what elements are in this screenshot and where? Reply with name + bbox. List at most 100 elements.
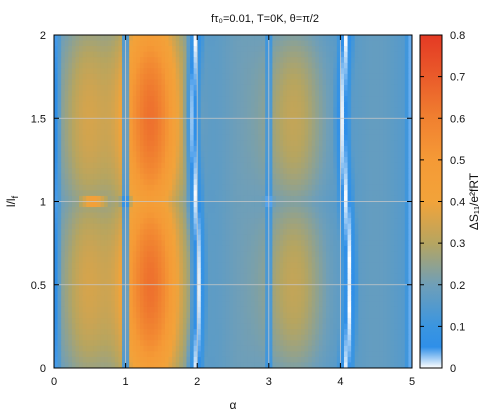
heatmap-cell <box>93 229 98 236</box>
heatmap-cell <box>150 112 155 119</box>
heatmap-cell <box>383 184 388 191</box>
heatmap-cell <box>383 251 388 258</box>
heatmap-cell <box>272 40 277 47</box>
heatmap-cell <box>386 101 392 108</box>
heatmap-cell <box>340 146 345 153</box>
heatmap-cell <box>200 129 205 136</box>
heatmap-cell <box>336 101 341 108</box>
heatmap-cell <box>351 123 356 130</box>
heatmap-cell <box>308 151 313 158</box>
heatmap-cell <box>122 140 127 147</box>
heatmap-cell <box>233 62 238 69</box>
heatmap-cell <box>315 218 320 225</box>
heatmap-cell <box>107 40 112 47</box>
heatmap-cell <box>197 179 202 186</box>
heatmap-cell <box>211 168 216 175</box>
heatmap-cell <box>150 284 155 291</box>
heatmap-cell <box>247 218 252 225</box>
heatmap-cell <box>315 212 320 219</box>
heatmap-cell <box>283 273 288 280</box>
heatmap-cell <box>68 212 73 219</box>
heatmap-cell <box>143 290 148 297</box>
heatmap-cell <box>139 157 145 164</box>
heatmap-cell <box>322 123 327 130</box>
heatmap-cell <box>322 51 327 58</box>
heatmap-cell <box>365 184 370 191</box>
heatmap-cell <box>215 284 220 291</box>
heatmap-cell <box>369 301 374 308</box>
heatmap-cell <box>322 101 327 108</box>
heatmap-cell <box>179 129 184 136</box>
heatmap-cell <box>75 84 80 92</box>
heatmap-cell <box>222 140 227 147</box>
heatmap-cell <box>71 257 77 264</box>
heatmap-cell <box>390 146 395 153</box>
heatmap-cell <box>139 79 145 86</box>
heatmap-cell <box>104 234 109 241</box>
heatmap-cell <box>283 257 288 264</box>
heatmap-cell <box>390 284 395 291</box>
heatmap-cell <box>161 129 166 136</box>
heatmap-cell <box>333 306 338 314</box>
heatmap-cell <box>283 207 288 214</box>
heatmap-cell <box>107 173 112 180</box>
heatmap-cell <box>122 57 127 64</box>
heatmap-cell <box>365 134 370 142</box>
heatmap-cell <box>93 201 98 208</box>
heatmap-cell <box>157 157 162 164</box>
heatmap-cell <box>250 184 256 191</box>
heatmap-cell <box>386 301 392 308</box>
heatmap-cell <box>401 157 406 164</box>
heatmap-cell <box>386 284 392 291</box>
heatmap-cell <box>365 306 370 314</box>
heatmap-cell <box>254 79 259 86</box>
heatmap-cell <box>408 173 412 180</box>
heatmap-cell <box>86 279 91 286</box>
heatmap-cell <box>333 201 338 208</box>
heatmap-cell <box>107 90 112 97</box>
heatmap-cell <box>211 284 216 291</box>
heatmap-cell <box>275 168 281 175</box>
heatmap-cell <box>204 68 209 75</box>
heatmap-cell <box>168 84 173 92</box>
heatmap-cell <box>376 295 381 302</box>
heatmap-cell <box>236 118 241 125</box>
heatmap-cell <box>247 162 252 169</box>
heatmap-cell <box>261 207 266 214</box>
heatmap-cell <box>318 112 324 119</box>
heatmap-cell <box>229 140 234 147</box>
heatmap-cell <box>157 112 162 119</box>
heatmap-cell <box>336 35 341 42</box>
heatmap-cell <box>329 112 334 119</box>
heatmap-cell <box>79 157 84 164</box>
heatmap-cell <box>297 129 302 136</box>
heatmap-cell <box>218 79 223 86</box>
heatmap-cell <box>89 223 94 230</box>
heatmap-cell <box>96 212 102 219</box>
heatmap-cell <box>150 73 155 80</box>
heatmap-cell <box>197 207 202 214</box>
heatmap-cell <box>386 40 392 47</box>
heatmap-cell <box>247 129 252 136</box>
heatmap-cell <box>297 184 302 191</box>
heatmap-cell <box>172 101 177 108</box>
heatmap-cell <box>358 96 363 103</box>
heatmap-cell <box>164 151 170 158</box>
heatmap-cell <box>333 184 338 191</box>
heatmap-cell <box>57 229 62 236</box>
heatmap-cell <box>354 107 359 114</box>
heatmap-cell <box>54 218 59 225</box>
heatmap-cell <box>147 101 152 108</box>
heatmap-cell <box>247 146 252 153</box>
heatmap-cell <box>179 284 184 291</box>
heatmap-cell <box>358 290 363 297</box>
heatmap-cell <box>372 179 377 186</box>
heatmap-cell <box>236 40 241 47</box>
heatmap-cell <box>190 212 195 219</box>
heatmap-cell <box>175 84 180 92</box>
heatmap-cell <box>143 245 148 253</box>
heatmap-cell <box>218 284 223 291</box>
heatmap-cell <box>369 290 374 297</box>
heatmap-cell <box>369 179 374 186</box>
heatmap-cell <box>340 212 345 219</box>
